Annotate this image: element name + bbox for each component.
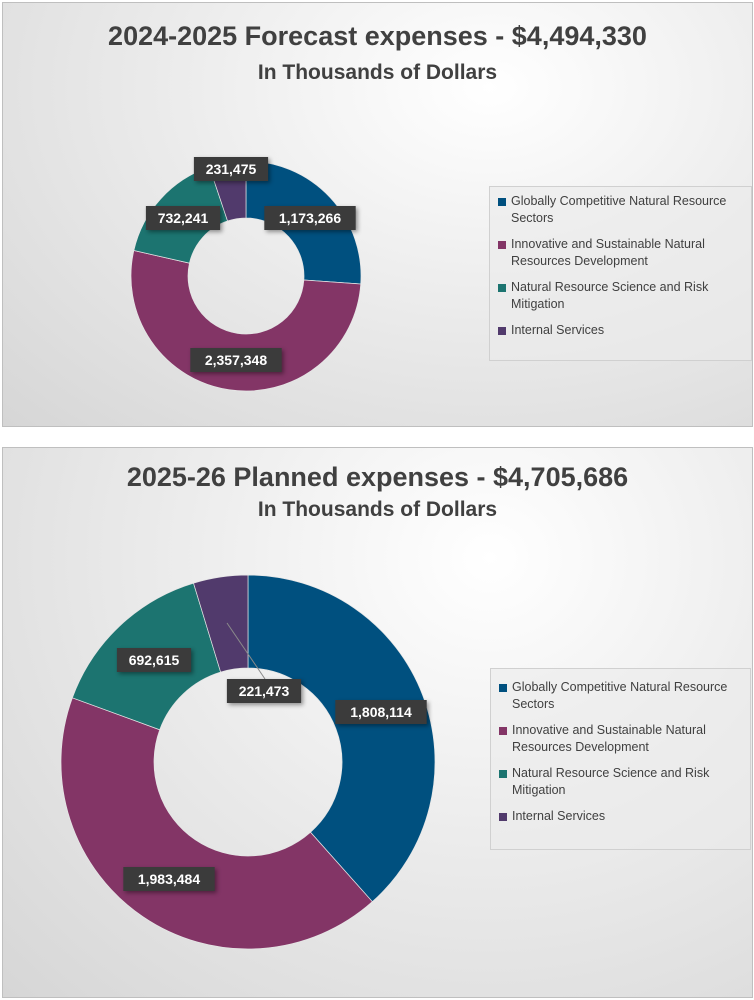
legend-item: Internal Services xyxy=(499,808,742,825)
donut-chart: 1,173,266 2,357,348 732,241 231,475 xyxy=(130,157,362,392)
data-label: 732,241 xyxy=(145,206,221,230)
legend-label: Internal Services xyxy=(511,323,605,337)
donut-chart: 1,808,114 1,983,484 692,615 221,473 xyxy=(60,574,436,950)
svg-text:2,357,348: 2,357,348 xyxy=(205,352,267,368)
legend-swatch xyxy=(499,770,507,778)
legend-label: Natural Resource Science and Risk Mitiga… xyxy=(511,280,709,311)
legend-label: Globally Competitive Natural Resource Se… xyxy=(511,194,727,225)
donut-slice xyxy=(247,574,436,903)
legend: Globally Competitive Natural Resource Se… xyxy=(490,668,751,850)
svg-text:692,615: 692,615 xyxy=(129,652,180,668)
legend-swatch xyxy=(498,284,506,292)
legend-item: Natural Resource Science and Risk Mitiga… xyxy=(498,279,743,313)
svg-text:1,983,484: 1,983,484 xyxy=(138,871,200,887)
legend-item: Innovative and Sustainable Natural Resou… xyxy=(499,722,742,756)
donut-slice xyxy=(130,250,362,392)
data-label: 1,808,114 xyxy=(335,700,427,724)
legend-label: Innovative and Sustainable Natural Resou… xyxy=(511,237,705,268)
legend-swatch xyxy=(499,684,507,692)
chart-subtitle: In Thousands of Dollars xyxy=(257,498,498,521)
legend-item: Internal Services xyxy=(498,322,743,339)
legend-swatch xyxy=(499,727,507,735)
legend-item: Globally Competitive Natural Resource Se… xyxy=(498,193,743,227)
svg-text:1,173,266: 1,173,266 xyxy=(279,210,341,226)
legend-label: Globally Competitive Natural Resource Se… xyxy=(512,680,728,711)
legend-label: Innovative and Sustainable Natural Resou… xyxy=(512,723,706,754)
legend-item: Natural Resource Science and Risk Mitiga… xyxy=(499,765,742,799)
chart-panel-2025-26: 2025-26 Planned expenses - $4,705,686 In… xyxy=(2,447,753,998)
legend-swatch xyxy=(498,241,506,249)
svg-text:221,473: 221,473 xyxy=(239,683,290,699)
chart-panel-2024-25: 2024-2025 Forecast expenses - $4,494,330… xyxy=(2,2,753,427)
svg-text:1,808,114: 1,808,114 xyxy=(350,704,412,720)
data-label: 1,173,266 xyxy=(264,206,356,230)
leader-line xyxy=(226,622,266,680)
chart-subtitle: In Thousands of Dollars xyxy=(257,61,498,84)
data-label: 1,983,484 xyxy=(123,867,215,891)
chart-title: 2024-2025 Forecast expenses - $4,494,330 xyxy=(108,21,647,51)
legend-swatch xyxy=(498,198,506,206)
svg-text:732,241: 732,241 xyxy=(158,210,209,226)
donut-slice xyxy=(193,574,249,673)
legend-item: Globally Competitive Natural Resource Se… xyxy=(499,679,742,713)
legend: Globally Competitive Natural Resource Se… xyxy=(489,186,752,361)
legend-item: Innovative and Sustainable Natural Resou… xyxy=(498,236,743,270)
chart-title: 2025-26 Planned expenses - $4,705,686 xyxy=(126,462,629,492)
legend-swatch xyxy=(499,813,507,821)
legend-label: Natural Resource Science and Risk Mitiga… xyxy=(512,766,710,797)
data-label: 692,615 xyxy=(116,648,192,672)
data-label: 231,475 xyxy=(193,157,269,181)
svg-text:231,475: 231,475 xyxy=(206,161,257,177)
data-label: 2,357,348 xyxy=(190,348,282,372)
data-label: 221,473 xyxy=(226,679,302,703)
legend-swatch xyxy=(498,327,506,335)
legend-label: Internal Services xyxy=(512,809,606,823)
